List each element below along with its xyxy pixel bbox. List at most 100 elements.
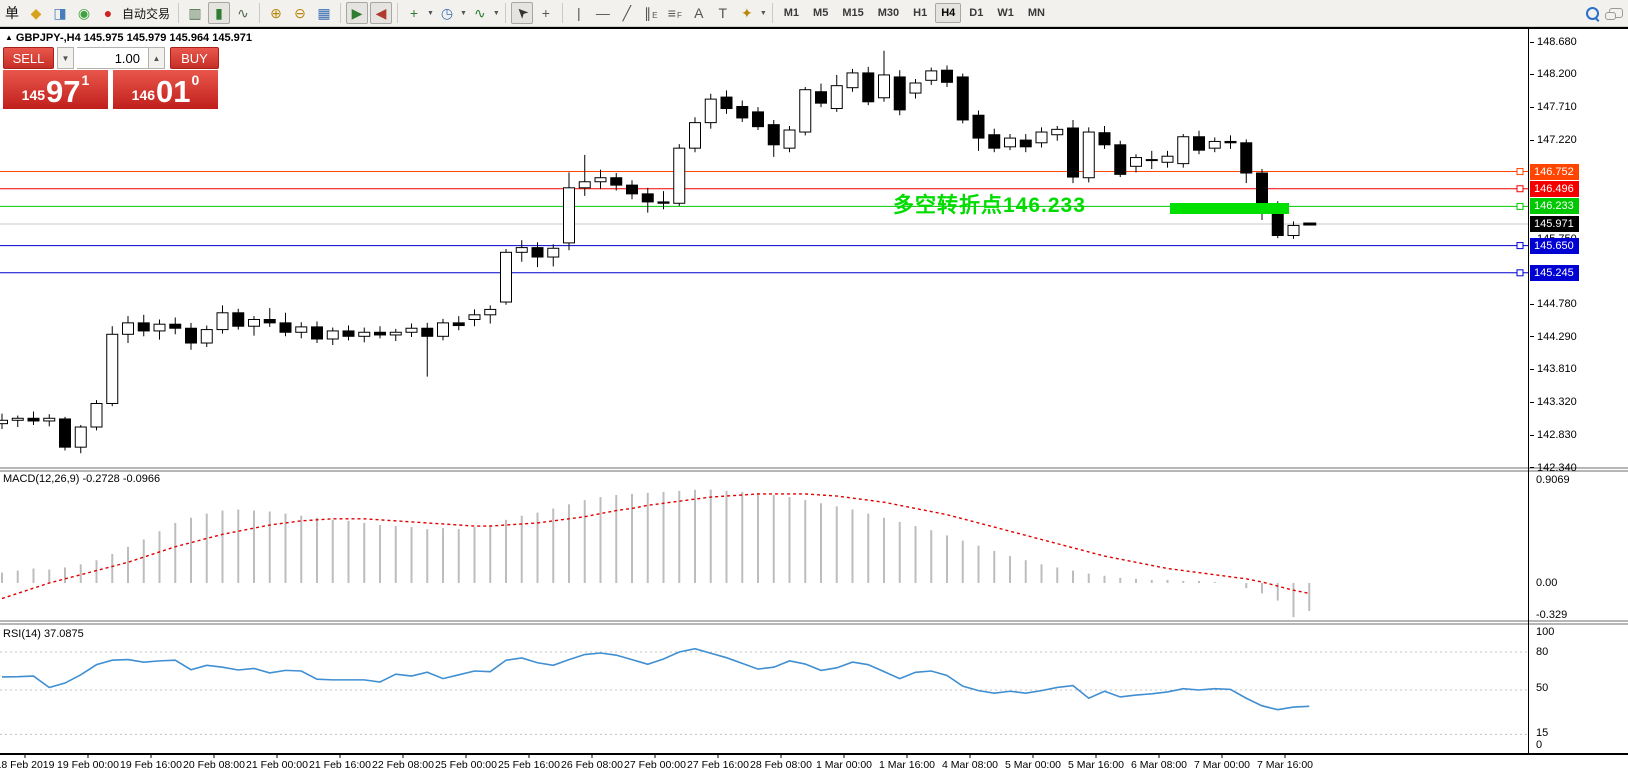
timeframe-m30[interactable]: M30 <box>877 7 900 19</box>
label-tool-icon[interactable]: T <box>718 5 728 21</box>
candle-body[interactable] <box>295 326 308 333</box>
tile-windows-icon[interactable]: ▦ <box>317 5 331 21</box>
candle-body[interactable] <box>704 98 717 124</box>
candle-body[interactable] <box>389 331 402 336</box>
chat-icon[interactable] <box>1605 2 1627 24</box>
candle-body[interactable] <box>626 184 638 195</box>
sell-button[interactable]: SELL <box>3 47 54 69</box>
sell-price-display[interactable]: 145 97 1 <box>3 70 108 109</box>
candlestick-chart-icon[interactable]: ▮ <box>208 2 231 24</box>
candle-body[interactable] <box>1240 142 1253 174</box>
candle-body[interactable] <box>437 322 449 337</box>
candle-body[interactable] <box>11 417 24 421</box>
candle-body[interactable] <box>1130 157 1142 167</box>
candle-body[interactable] <box>90 402 103 428</box>
bar-chart-icon[interactable]: ▥ <box>188 5 202 21</box>
candle-body[interactable] <box>673 147 686 204</box>
candle-body[interactable] <box>972 114 985 139</box>
text-tool-icon[interactable]: A <box>694 5 704 21</box>
autotrading-icon-label[interactable]: 自动交易 <box>122 6 171 21</box>
collapse-triangle-icon[interactable]: ▲ <box>5 33 13 42</box>
candle-body[interactable] <box>689 122 701 149</box>
line-chart-icon[interactable]: ∿ <box>237 5 249 21</box>
candle-body[interactable] <box>279 322 292 333</box>
zoom-in-icon[interactable]: ⊕ <box>270 5 282 21</box>
candle-body[interactable] <box>1256 172 1268 206</box>
new-order-partial-icon[interactable]: 单 <box>5 5 19 21</box>
timeframe-m1[interactable]: M1 <box>783 7 800 19</box>
candle-body[interactable] <box>736 106 749 119</box>
candle-body[interactable] <box>153 323 166 332</box>
candle-body[interactable] <box>1177 136 1190 165</box>
candle-body[interactable] <box>468 314 481 321</box>
candle-body[interactable] <box>59 418 71 448</box>
candle-body[interactable] <box>594 177 607 183</box>
candle-body[interactable] <box>1098 132 1111 146</box>
current-candle-dash[interactable] <box>1303 222 1317 226</box>
candle-body[interactable] <box>941 69 953 83</box>
crosshair-icon[interactable]: + <box>541 5 550 21</box>
candle-body[interactable] <box>563 187 575 244</box>
timeframe-m5[interactable]: M5 <box>813 7 829 19</box>
candle-body[interactable] <box>311 326 323 340</box>
candle-body[interactable] <box>1193 136 1205 151</box>
candle-body[interactable] <box>169 323 182 329</box>
candle-body[interactable] <box>0 419 8 425</box>
chart-shift-icon[interactable]: ◀ <box>370 2 393 24</box>
candle-body[interactable] <box>531 247 544 258</box>
new-order-icon-dropdown[interactable]: ▼ <box>427 9 434 17</box>
candle-body[interactable] <box>1145 159 1158 162</box>
candle-body[interactable] <box>878 74 890 99</box>
candle-body[interactable] <box>122 322 134 335</box>
horizontal-line-tool-icon[interactable]: — <box>595 5 610 21</box>
candle-body[interactable] <box>767 124 780 146</box>
candle-body[interactable] <box>421 327 434 337</box>
buy-price-display[interactable]: 146 01 0 <box>113 70 218 109</box>
candle-body[interactable] <box>1019 139 1032 148</box>
volume-increase-button[interactable]: ▲ <box>148 47 165 69</box>
period-icon-dropdown[interactable]: ▼ <box>459 9 467 17</box>
volume-decrease-button[interactable]: ▼ <box>57 47 74 69</box>
search-icon[interactable] <box>1581 2 1603 24</box>
indicators-icon[interactable]: ∿ <box>474 5 486 21</box>
candle-body[interactable] <box>232 312 245 327</box>
candle-body[interactable] <box>27 417 40 422</box>
volume-input[interactable]: 1.00 <box>77 47 148 69</box>
timeframe-h4[interactable]: H4 <box>935 3 962 23</box>
shapes-tool-icon-dropdown[interactable]: ▼ <box>759 9 767 17</box>
candle-body[interactable] <box>1208 140 1221 149</box>
candle-body[interactable] <box>830 85 843 110</box>
candle-body[interactable] <box>641 193 654 203</box>
buy-button[interactable]: BUY <box>170 47 219 69</box>
candle-body[interactable] <box>74 426 87 448</box>
candle-body[interactable] <box>1082 131 1095 179</box>
timeframe-d1[interactable]: D1 <box>969 7 984 19</box>
autotrading-icon[interactable]: ● <box>103 5 113 21</box>
candle-body[interactable] <box>452 322 465 327</box>
fibonacci-tool-icon[interactable]: ≡ F <box>667 5 682 21</box>
price-axis[interactable]: 148.680148.200147.710147.220146.730146.2… <box>1530 0 1628 773</box>
candle-body[interactable] <box>326 330 339 340</box>
candle-body[interactable] <box>1051 128 1064 136</box>
candle-body[interactable] <box>106 333 119 404</box>
shapes-tool-icon[interactable]: ✦ <box>740 5 753 21</box>
candle-body[interactable] <box>216 312 229 331</box>
candle-body[interactable] <box>752 111 764 128</box>
candle-body[interactable] <box>862 72 875 103</box>
candle-body[interactable] <box>1067 127 1079 178</box>
candle-body[interactable] <box>484 308 497 316</box>
candle-body[interactable] <box>342 330 355 337</box>
candle-body[interactable] <box>815 91 827 104</box>
favorites-icon[interactable]: ◆ <box>30 5 42 21</box>
signals-icon[interactable]: ◉ <box>77 5 91 21</box>
candle-body[interactable] <box>405 327 418 333</box>
period-icon[interactable]: ◷ <box>440 5 454 21</box>
candle-body[interactable] <box>956 76 969 121</box>
candle-body[interactable] <box>137 322 150 332</box>
candle-body[interactable] <box>578 181 591 189</box>
zoom-out-icon[interactable]: ⊖ <box>294 5 306 21</box>
timeframe-h1[interactable]: H1 <box>913 7 928 19</box>
candle-body[interactable] <box>799 89 812 133</box>
candle-body[interactable] <box>1287 224 1300 237</box>
